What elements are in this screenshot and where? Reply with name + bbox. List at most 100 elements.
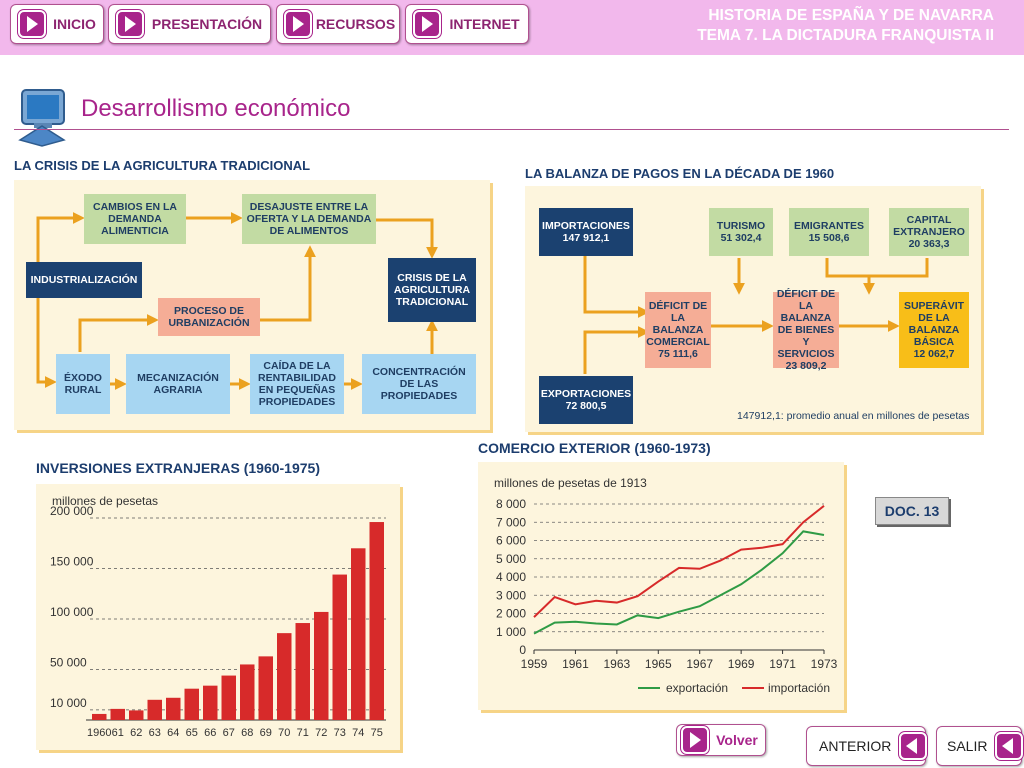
- presentacion-button[interactable]: PRESENTACIÓN: [108, 4, 271, 44]
- bar: [147, 699, 162, 720]
- legend-label: importación: [768, 681, 830, 695]
- back-arrow-icon: [899, 732, 928, 760]
- x-tick-label: 65: [186, 727, 198, 739]
- crisis-arrows: [36, 212, 438, 390]
- exodo-rural-box: ÉXODO RURAL: [56, 354, 110, 414]
- exportaciones-box: EXPORTACIONES 72 800,5: [539, 376, 633, 424]
- bar: [221, 675, 236, 720]
- recursos-label: RECURSOS: [315, 16, 396, 32]
- cambios-demanda-box: CAMBIOS EN LA DEMANDA ALIMENTICIA: [84, 194, 186, 244]
- salir-button[interactable]: SALIR: [936, 726, 1024, 766]
- balanza-arrows: [583, 256, 929, 374]
- x-tick-label: 64: [167, 727, 179, 739]
- series-line-exportacion: [533, 530, 825, 635]
- x-tick-label: 1959: [521, 657, 548, 671]
- inversiones-panel: millones de pesetas 10 000 50 000 100 000 1…: [36, 484, 400, 750]
- play-icon: [116, 10, 144, 38]
- presentacion-label: PRESENTACIÓN: [151, 16, 263, 32]
- bar: [369, 522, 384, 720]
- bar: [295, 623, 310, 720]
- play-icon: [18, 10, 46, 38]
- anterior-button[interactable]: ANTERIOR: [806, 726, 928, 766]
- emigrantes-label: EMIGRANTES: [793, 220, 864, 232]
- bar: [332, 574, 347, 720]
- play-icon: [284, 10, 312, 38]
- bar: [351, 548, 366, 720]
- x-tick-label: 75: [371, 727, 383, 739]
- bar: [277, 633, 292, 720]
- computer-icon: [18, 89, 66, 147]
- x-tick-label: 1969: [728, 657, 755, 671]
- bar: [129, 710, 144, 720]
- x-tick-label: 66: [204, 727, 216, 739]
- course-line-1: HISTORIA DE ESPAÑA Y DE NAVARRA: [708, 7, 994, 24]
- bar: [166, 697, 181, 720]
- x-tick-label: 1973: [811, 657, 838, 671]
- x-tick-label: 1960: [87, 727, 111, 739]
- inicio-label: INICIO: [53, 16, 96, 32]
- turismo-label: TURISMO: [716, 220, 766, 232]
- balanza-note: 147912,1: promedio anual en millones de …: [737, 410, 970, 422]
- y-tick-label: 150 000: [50, 555, 94, 569]
- comercio-ylabel: millones de pesetas de 1913: [494, 476, 647, 490]
- salir-label: SALIR: [947, 738, 988, 754]
- concentracion-box: CONCENTRACIÓN DE LAS PROPIEDADES: [362, 354, 476, 414]
- mecanizacion-box: MECANIZACIÓN AGRARIA: [126, 354, 230, 414]
- deficit-comercial-value: 75 111,6: [658, 348, 698, 360]
- course-title: HISTORIA DE ESPAÑA Y DE NAVARRA TEMA 7. …: [697, 6, 994, 46]
- superavit-value: 12 062,7: [913, 348, 955, 360]
- page-title: Desarrollismo económico: [81, 95, 351, 122]
- y-tick-label: 50 000: [50, 656, 87, 670]
- y-tick-label: 8 000: [496, 497, 526, 511]
- back-arrow-icon: [995, 732, 1024, 760]
- doc-13-button[interactable]: DOC. 13: [875, 497, 949, 525]
- industrializacion-box: INDUSTRIALIZACIÓN: [26, 262, 142, 298]
- inversiones-title: INVERSIONES EXTRANJERAS (1960-1975): [36, 460, 320, 476]
- deficit-comercial-label: DÉFICIT DE LA BALANZA COMERCIAL: [646, 300, 710, 348]
- y-tick-label: 10 000: [50, 696, 87, 710]
- importaciones-box: IMPORTACIONES 147 912,1: [539, 208, 633, 256]
- title-divider: [14, 129, 1009, 130]
- y-tick-label: 7 000: [496, 515, 526, 529]
- course-line-2: TEMA 7. LA DICTADURA FRANQUISTA II: [697, 27, 994, 44]
- bar: [258, 656, 273, 720]
- capital-extranjero-box: CAPITAL EXTRANJERO 20 363,3: [889, 208, 969, 256]
- y-tick-label: 4 000: [496, 570, 526, 584]
- inicio-button[interactable]: INICIO: [10, 4, 104, 44]
- emigrantes-box: EMIGRANTES 15 508,6: [789, 208, 869, 256]
- x-tick-label: 69: [260, 727, 272, 739]
- deficit-comercial-box: DÉFICIT DE LA BALANZA COMERCIAL 75 111,6: [645, 292, 711, 368]
- capital-extranjero-value: 20 363,3: [908, 238, 950, 250]
- deficit-bienes-label: DÉFICIT DE LA BALANZA DE BIENES Y SERVIC…: [776, 288, 836, 360]
- legend-label: exportación: [666, 681, 728, 695]
- importaciones-value: 147 912,1: [562, 232, 610, 244]
- x-tick-label: 68: [241, 727, 253, 739]
- x-tick-label: 1971: [769, 657, 796, 671]
- turismo-box: TURISMO 51 302,4: [709, 208, 773, 256]
- importaciones-label: IMPORTACIONES: [542, 220, 630, 232]
- exportaciones-value: 72 800,5: [565, 400, 607, 412]
- x-tick-label: 1965: [645, 657, 672, 671]
- x-tick-label: 67: [223, 727, 235, 739]
- bar: [203, 685, 218, 720]
- x-tick-label: 73: [334, 727, 346, 739]
- desajuste-box: DESAJUSTE ENTRE LA OFERTA Y LA DEMANDA D…: [242, 194, 376, 244]
- volver-button[interactable]: Volver: [676, 724, 766, 756]
- superavit-label: SUPERÁVIT DE LA BALANZA BÁSICA: [903, 300, 965, 348]
- y-tick-label: 5 000: [496, 552, 526, 566]
- emigrantes-value: 15 508,6: [808, 232, 850, 244]
- x-tick-label: 74: [352, 727, 364, 739]
- x-tick-label: 1967: [686, 657, 713, 671]
- x-tick-label: 72: [315, 727, 327, 739]
- y-tick-label: 2 000: [496, 607, 526, 621]
- crisis-section-title: LA CRISIS DE LA AGRICULTURA TRADICIONAL: [14, 158, 311, 173]
- bar: [314, 611, 329, 720]
- y-tick-label: 1 000: [496, 625, 526, 639]
- recursos-button[interactable]: RECURSOS: [276, 4, 400, 44]
- internet-button[interactable]: INTERNET: [405, 4, 529, 44]
- anterior-label: ANTERIOR: [819, 738, 892, 754]
- y-tick-label: 100 000: [50, 605, 94, 619]
- series-line-importacion: [533, 505, 825, 618]
- internet-label: INTERNET: [449, 16, 520, 32]
- x-tick-label: 1963: [604, 657, 631, 671]
